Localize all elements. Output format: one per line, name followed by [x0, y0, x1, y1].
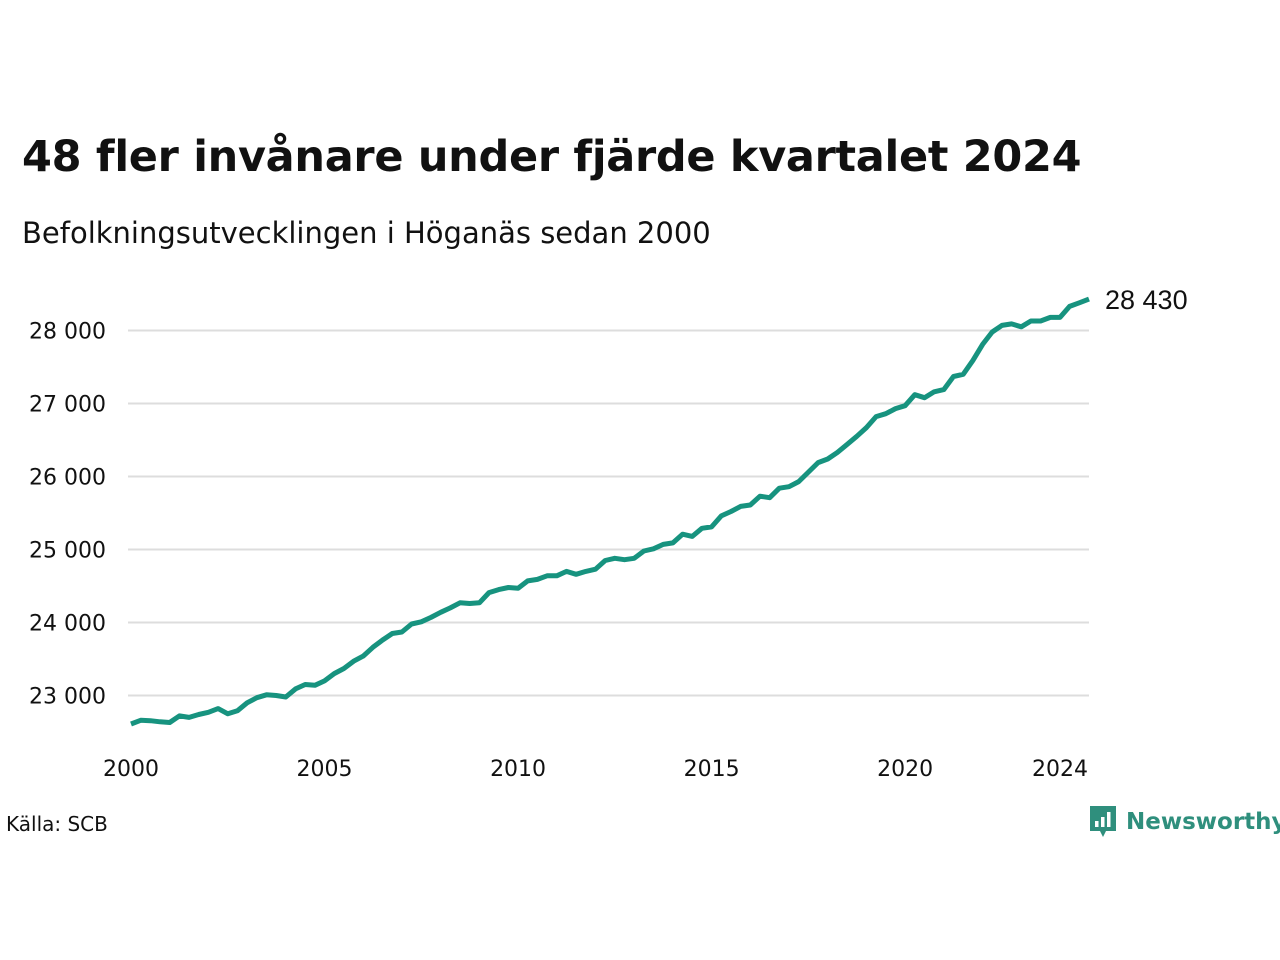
- chart-subtitle: Befolkningsutvecklingen i Höganäs sedan …: [22, 216, 711, 250]
- y-tick-label: 28 000: [29, 320, 106, 345]
- y-tick-label: 24 000: [29, 612, 106, 637]
- x-tick-label: 2000: [103, 757, 159, 782]
- newsworthy-logo-icon: [1090, 806, 1116, 837]
- brand-name: Newsworthy: [1126, 809, 1280, 835]
- y-tick-label: 25 000: [29, 539, 106, 564]
- y-tick-label: 27 000: [29, 393, 106, 418]
- chart-title: 48 fler invånare under fjärde kvartalet …: [22, 132, 1082, 182]
- y-tick-label: 26 000: [29, 466, 106, 491]
- x-tick-label: 2010: [490, 757, 546, 782]
- y-axis-tick-labels: 23 000 24 000 25 000 26 000 27 000 28 000: [29, 320, 106, 710]
- x-axis-tick-labels: 2000 2005 2010 2015 2020 2024: [103, 757, 1088, 782]
- population-series-line: [130, 296, 1090, 727]
- last-value-label: 28 430: [1105, 285, 1188, 315]
- y-tick-label: 23 000: [29, 685, 106, 710]
- x-tick-label: 2005: [297, 757, 353, 782]
- newsworthy-brand: Newsworthy: [1088, 804, 1280, 840]
- x-tick-label: 2020: [877, 757, 933, 782]
- x-tick-label: 2024: [1032, 757, 1088, 782]
- source-note: Källa: SCB: [6, 812, 108, 836]
- x-tick-label: 2015: [684, 757, 740, 782]
